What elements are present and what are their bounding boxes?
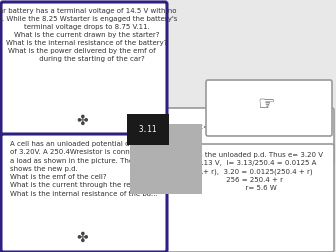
FancyBboxPatch shape xyxy=(153,108,334,164)
Text: A cell has an unloaded potential difference
of 3.20V. A 250.4Wresistor is connec: A cell has an unloaded potential differe… xyxy=(10,141,160,197)
Text: A car battery has a terminal voltage of 14.5 V with no
load. While the 8.25 Wsta: A car battery has a terminal voltage of … xyxy=(0,8,177,62)
Text: P= Iε= 1.060606(14.5) = 15.37W: P= Iε= 1.060606(14.5) = 15.37W xyxy=(185,124,303,131)
FancyBboxPatch shape xyxy=(1,134,167,252)
Text: 3.11: 3.11 xyxy=(139,125,157,134)
Text: ✤: ✤ xyxy=(76,114,88,128)
Text: ✤: ✤ xyxy=(76,231,88,245)
Text: ☞: ☞ xyxy=(257,94,275,113)
FancyBboxPatch shape xyxy=(156,144,334,252)
Text: The emf is the unloaded p.d. Thus e= 3.20 V
    IR= 3.13 V,  I= 3.13/250.4 = 0.0: The emf is the unloaded p.d. Thus e= 3.2… xyxy=(167,152,324,192)
FancyBboxPatch shape xyxy=(1,2,167,136)
FancyBboxPatch shape xyxy=(206,80,332,136)
FancyBboxPatch shape xyxy=(130,124,202,194)
